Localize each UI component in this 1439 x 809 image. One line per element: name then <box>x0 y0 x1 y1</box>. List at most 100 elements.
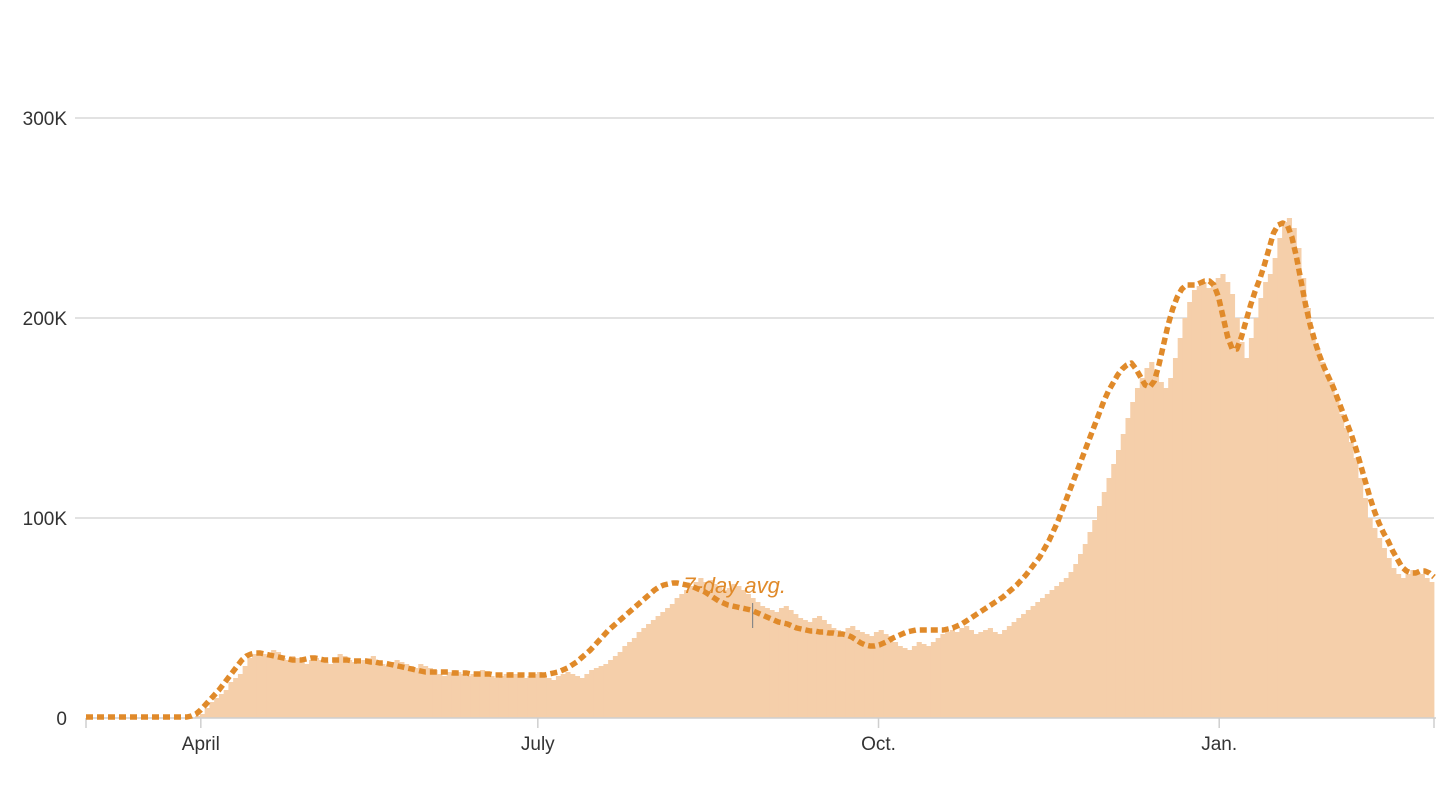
daily-bar <box>304 664 310 718</box>
daily-bar <box>1367 518 1373 718</box>
daily-bar <box>228 682 234 718</box>
daily-bar <box>1006 626 1012 718</box>
daily-bar <box>774 612 780 718</box>
daily-bar <box>987 628 993 718</box>
daily-bar <box>498 676 505 718</box>
daily-bar <box>1301 278 1307 718</box>
daily-bar <box>1362 498 1368 718</box>
daily-bar <box>271 650 277 718</box>
daily-bar <box>1419 574 1425 718</box>
daily-bar <box>631 638 637 718</box>
daily-bar <box>1429 582 1435 718</box>
daily-bar <box>1187 302 1193 718</box>
daily-bar <box>513 674 519 718</box>
daily-bar <box>627 642 633 718</box>
daily-bar <box>788 610 794 718</box>
daily-bar <box>1030 606 1036 718</box>
daily-bar <box>992 632 998 718</box>
daily-bar <box>536 672 543 718</box>
daily-bar <box>209 702 215 718</box>
daily-bar <box>1106 478 1112 718</box>
daily-bar <box>612 656 619 718</box>
daily-bar <box>1391 568 1397 718</box>
daily-bar <box>242 666 248 718</box>
daily-bar <box>347 660 353 718</box>
daily-bar <box>940 634 946 718</box>
daily-bar <box>465 676 471 718</box>
daily-bar <box>1348 442 1354 718</box>
daily-bar <box>1153 374 1160 718</box>
daily-bar <box>1120 434 1126 718</box>
daily-bar <box>218 694 225 718</box>
daily-bar <box>1358 478 1364 718</box>
daily-bar <box>313 658 319 718</box>
daily-bar <box>332 658 338 718</box>
daily-bar <box>1400 578 1406 718</box>
daily-bar <box>199 714 206 718</box>
daily-bar <box>1234 318 1240 718</box>
daily-bar <box>859 632 865 718</box>
daily-bar <box>1134 388 1141 718</box>
daily-bar <box>389 662 395 718</box>
average-line <box>86 220 1436 720</box>
daily-bar <box>323 662 329 718</box>
daily-bar <box>385 666 391 718</box>
daily-bar <box>617 652 623 718</box>
daily-bar <box>517 676 524 718</box>
daily-bar <box>712 584 718 718</box>
daily-bar <box>916 642 922 718</box>
daily-bar <box>1011 622 1017 718</box>
daily-bar <box>589 670 595 718</box>
daily-bar <box>1220 274 1226 718</box>
daily-bar <box>1049 590 1055 718</box>
daily-bar <box>707 580 713 718</box>
daily-bar <box>646 624 652 718</box>
daily-bar <box>546 678 552 718</box>
daily-bar <box>655 616 661 718</box>
daily-bar <box>717 586 723 718</box>
daily-bar <box>532 674 538 718</box>
daily-bar <box>1163 388 1169 718</box>
daily-bar <box>978 632 984 718</box>
daily-bar <box>674 598 680 718</box>
daily-bar <box>1068 572 1074 718</box>
daily-bar <box>1229 294 1236 718</box>
daily-bar <box>593 668 600 718</box>
daily-bar <box>1191 290 1198 718</box>
daily-bar <box>878 630 884 718</box>
daily-bar <box>437 674 443 718</box>
daily-bar <box>926 646 932 718</box>
daily-bar <box>1054 586 1060 718</box>
daily-bar <box>603 664 609 718</box>
daily-bar <box>983 630 989 718</box>
daily-bar <box>669 604 675 718</box>
daily-bar <box>413 668 419 718</box>
daily-bar <box>1339 414 1345 718</box>
daily-bar <box>608 660 614 718</box>
daily-bar <box>921 644 927 718</box>
daily-bar <box>703 582 709 718</box>
daily-bar <box>864 634 870 718</box>
daily-bar <box>622 646 628 718</box>
daily-bar <box>1258 298 1264 718</box>
daily-bar <box>551 680 557 718</box>
daily-bar <box>204 708 210 718</box>
daily-bar <box>380 664 386 718</box>
daily-bar <box>745 594 751 718</box>
daily-bar <box>475 672 481 718</box>
daily-bar <box>778 608 785 718</box>
daily-bar <box>722 590 728 718</box>
x-tick-label: July <box>521 734 555 755</box>
daily-bar <box>479 670 486 718</box>
y-tick-label: 300K <box>23 109 68 130</box>
daily-bar <box>1196 286 1202 718</box>
daily-bar <box>769 610 775 718</box>
daily-bar <box>399 662 405 718</box>
daily-bar <box>1016 618 1022 718</box>
daily-bar <box>456 672 462 718</box>
daily-bar <box>636 632 642 718</box>
daily-bar <box>783 606 789 718</box>
daily-bar <box>793 614 799 718</box>
daily-bar <box>726 588 732 718</box>
daily-bar <box>285 660 291 718</box>
